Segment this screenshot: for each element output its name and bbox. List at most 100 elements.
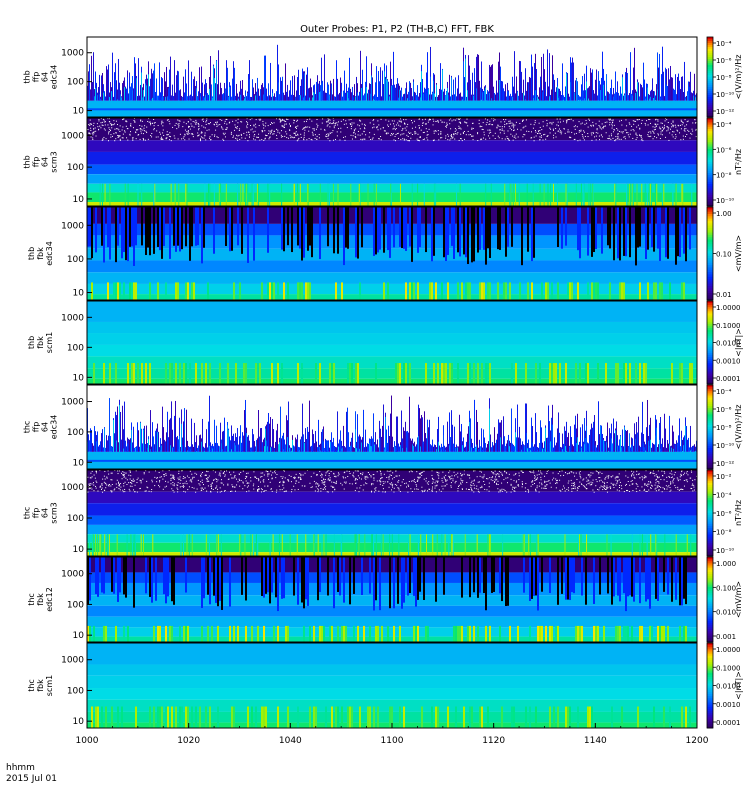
- panel-label-line: thb: [27, 336, 36, 349]
- colorbar-label: nT²/Hz: [734, 500, 743, 526]
- panel-frame: [86, 117, 698, 207]
- panel-label-line: thc: [23, 421, 32, 434]
- spectrogram-image: [87, 385, 697, 469]
- panel-label: thc fbk edc12: [27, 587, 54, 612]
- colorbar-tick-label: 10⁻⁴: [716, 121, 732, 129]
- colorbar: 1.0000 0.1000 0.0100 0.0010 0.0001 <|nT|>: [706, 642, 743, 729]
- y-tick-label: 100: [67, 78, 84, 88]
- panel-label-line: edc12: [45, 587, 54, 612]
- y-tick-label: 10: [73, 458, 85, 468]
- colorbar: 10⁻⁴ 10⁻⁶ 10⁻⁸ 10⁻¹⁰ nT²/Hz: [706, 117, 743, 207]
- panel-label-line: thb: [27, 247, 36, 260]
- colorbar-tick-label: 10⁻¹²: [716, 108, 734, 116]
- x-axis: 1000 1020 1040 1100 1120 1140 1200: [76, 723, 709, 746]
- y-tick-label: 100: [67, 343, 84, 353]
- colorbar-tick-label: 10⁻⁶: [716, 406, 732, 414]
- colorbar-tick-label: 10⁻⁴: [716, 40, 732, 48]
- panel-frame: [86, 384, 698, 470]
- y-tick-label: 10: [73, 717, 85, 727]
- colorbar-tick-label: 0.100: [716, 584, 736, 592]
- y-tick-label: 100: [67, 686, 84, 696]
- panel-label-line: thc: [23, 507, 32, 520]
- panel-label-line: scm1: [45, 675, 54, 696]
- panel-label-line: 64: [41, 508, 50, 518]
- colorbar-tick-label: 1.0000: [716, 646, 741, 654]
- panel-label: thb ffp 64 scm3: [23, 151, 59, 172]
- panel-label-line: fbk: [36, 336, 45, 349]
- spectrogram-image: [87, 470, 697, 556]
- panel-frame: [86, 469, 698, 557]
- colorbar-tick-label: 0.1000: [716, 322, 741, 330]
- colorbar-label: <|nT|>: [734, 328, 743, 357]
- x-tick-label: 1000: [76, 736, 99, 746]
- y-tick-label: 1000: [61, 483, 84, 493]
- colorbar-tick-label: 0.010: [716, 609, 736, 617]
- panel-label-line: ffp: [32, 157, 41, 168]
- y-tick-label: 10: [73, 545, 85, 555]
- panel-label-line: edc34: [50, 415, 59, 440]
- panel-label: thc ffp 64 edc34: [23, 415, 59, 440]
- colorbar-tick-label: 10⁻⁸: [716, 529, 732, 537]
- colorbar-tick-label: 0.0001: [716, 719, 741, 727]
- panel-label-line: ffp: [32, 72, 41, 83]
- spectrogram-image: [87, 643, 697, 728]
- spectrogram-panel: 10 100 1000 thb fbk edc34 1.00 0.10 0.01 <mV/m>: [27, 206, 743, 301]
- panel-label-line: ffp: [32, 422, 41, 433]
- colorbar-tick-label: 0.0001: [716, 375, 741, 383]
- y-tick-label: 1000: [61, 49, 84, 59]
- panel-frame: [86, 206, 698, 301]
- colorbar: 10⁻⁴ 10⁻⁶ 10⁻⁸ 10⁻¹⁰ 10⁻¹² <(V/m)²/Hz: [706, 384, 743, 470]
- colorbar-tick-label: 10⁻⁸: [716, 424, 732, 432]
- panel-label-line: scm1: [45, 332, 54, 353]
- panel-label-line: scm3: [50, 151, 59, 172]
- colorbar-tick-label: 10⁻⁸: [716, 172, 732, 180]
- y-tick-label: 10: [73, 631, 85, 641]
- colorbar-tick-label: 10⁻⁶: [716, 510, 732, 518]
- panel-label-line: ffp: [32, 508, 41, 519]
- panel-label-line: fbk: [36, 247, 45, 260]
- colorbar-label: <mV/m>: [734, 235, 743, 272]
- x-axis-footer-unit: hhmm: [6, 763, 35, 773]
- spectrogram-image: [87, 207, 697, 300]
- colorbar: 10⁻² 10⁻⁴ 10⁻⁶ 10⁻⁸ 10⁻¹⁰ nT²/Hz: [706, 469, 743, 557]
- x-tick-label: 1140: [584, 736, 607, 746]
- x-tick-label: 1020: [177, 736, 200, 746]
- y-tick-label: 1000: [61, 221, 84, 231]
- colorbar-tick-label: 10⁻⁶: [716, 146, 732, 154]
- x-tick-label: 1040: [279, 736, 302, 746]
- panel-label: thc ffp 64 scm3: [23, 502, 59, 523]
- colorbar-tick-label: 10⁻¹⁰: [716, 442, 734, 450]
- y-tick-label: 1000: [61, 313, 84, 323]
- y-tick-label: 10: [73, 107, 85, 117]
- spectrogram-panel: 10 100 1000 thb fbk scm1 1.0000 0.1000 0.0100 0.0…: [27, 300, 743, 385]
- colorbar: 1.00 0.10 0.01 <mV/m>: [706, 206, 743, 301]
- colorbar-tick-label: 10⁻⁶: [716, 57, 732, 65]
- panel-label-line: thb: [23, 70, 32, 83]
- y-tick-label: 1000: [61, 131, 84, 141]
- colorbar: 1.000 0.100 0.010 0.001 <mV/m>: [706, 556, 743, 643]
- colorbar-tick-label: 10⁻⁴: [716, 492, 732, 500]
- colorbar-label: nT²/Hz: [734, 149, 743, 175]
- colorbar-tick-label: 1.00: [716, 210, 732, 218]
- colorbar: 10⁻⁴ 10⁻⁶ 10⁻⁸ 10⁻¹⁰ 10⁻¹² <(V/m)²/Hz: [706, 36, 743, 118]
- y-tick-label: 1000: [61, 656, 84, 666]
- colorbar-tick-label: 10⁻⁴: [716, 388, 732, 396]
- colorbar: 1.0000 0.1000 0.0100 0.0010 0.0001 <|nT|>: [706, 300, 743, 385]
- y-tick-label: 10: [73, 289, 85, 299]
- colorbar-tick-label: 0.0010: [716, 701, 741, 709]
- colorbar-tick-label: 0.0100: [716, 340, 741, 348]
- panel-label-line: fbk: [36, 593, 45, 606]
- y-tick-label: 10: [73, 195, 85, 205]
- y-tick-label: 100: [67, 255, 84, 265]
- spectrogram-image: [87, 118, 697, 206]
- colorbar-tick-label: 0.10: [716, 251, 732, 259]
- x-tick-label: 1200: [686, 736, 709, 746]
- colorbar-label: <(V/m)²/Hz: [734, 404, 743, 449]
- panel-frame: [86, 36, 698, 118]
- x-axis-footer-date: 2015 Jul 01: [6, 774, 57, 784]
- panel-label-line: thb: [23, 155, 32, 168]
